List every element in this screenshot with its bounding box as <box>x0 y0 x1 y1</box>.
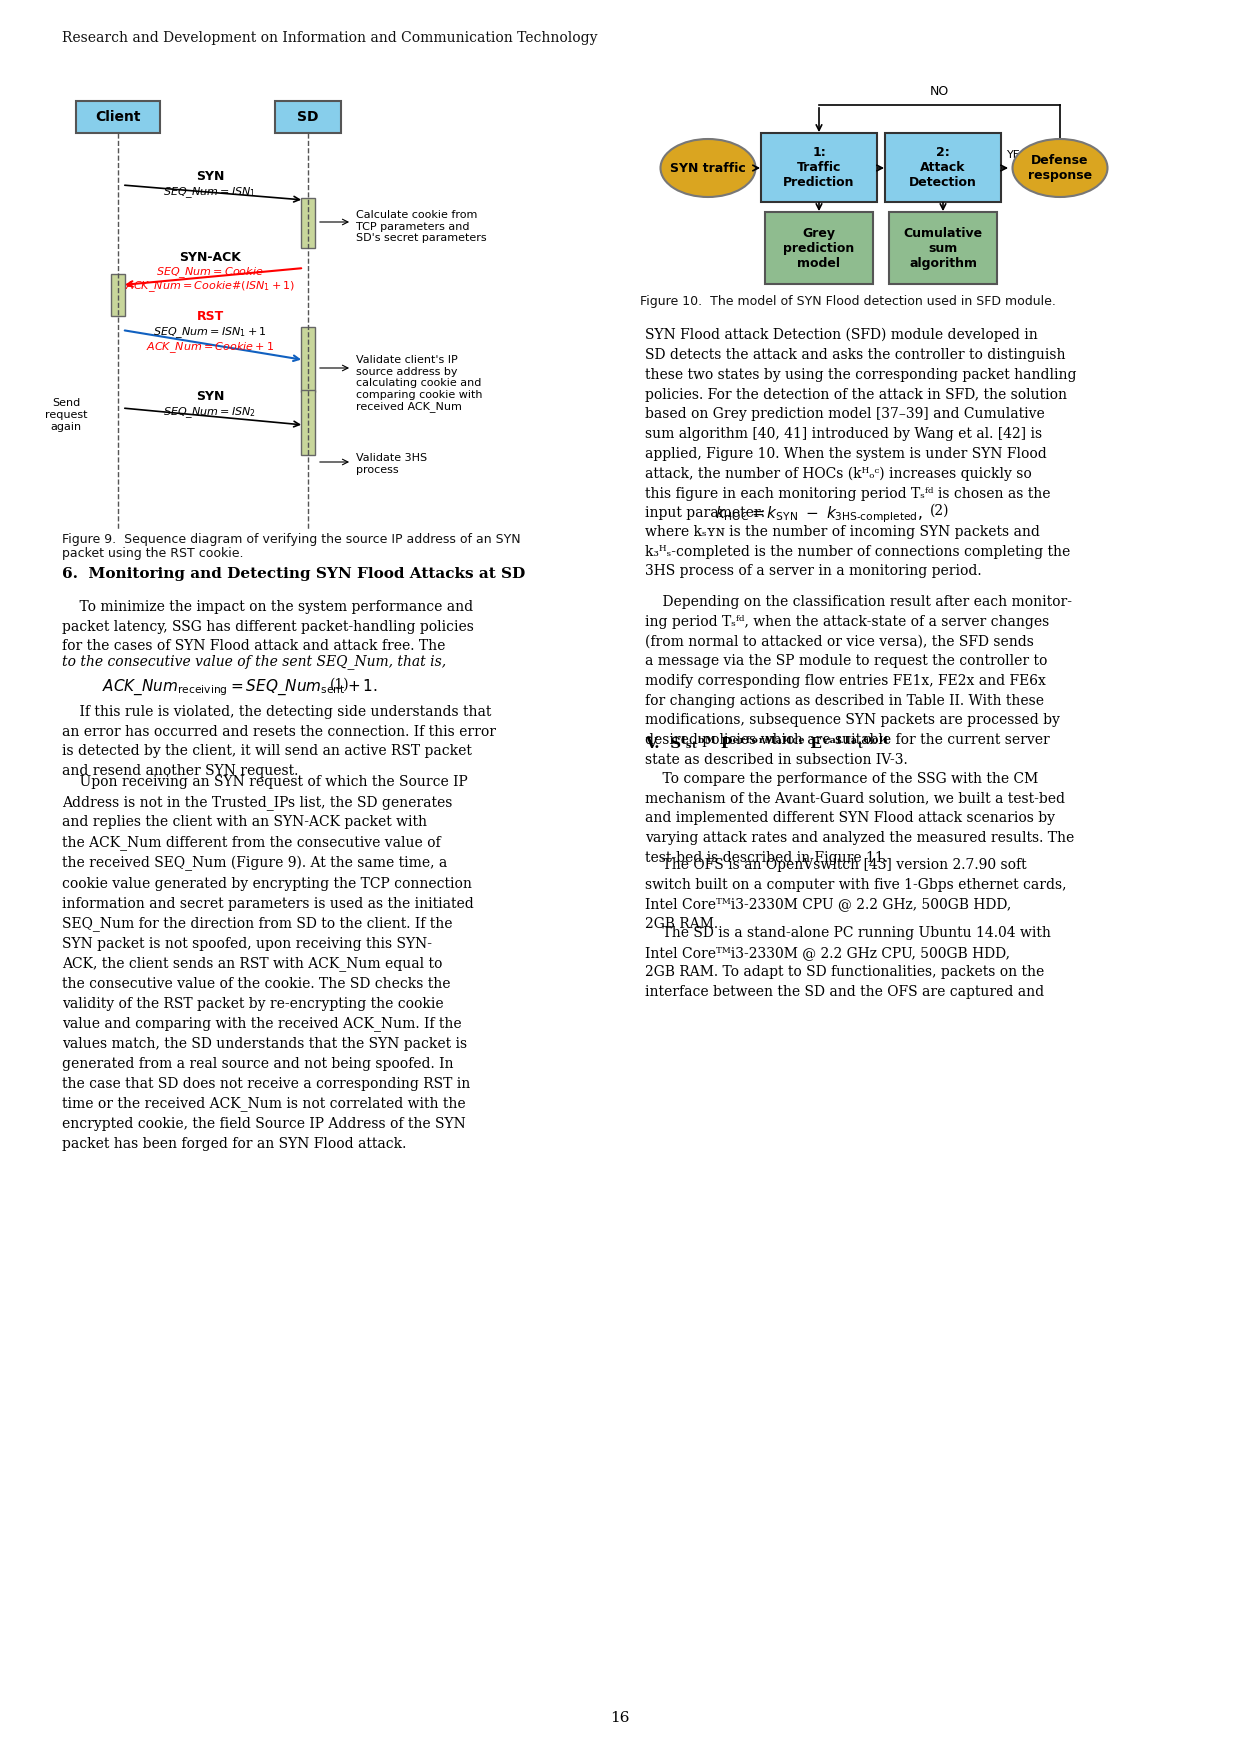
Text: The OFS is an OpenVswitch [43] version 2.7.90 soft
switch built on a computer wi: The OFS is an OpenVswitch [43] version 2… <box>645 857 1066 931</box>
Text: $ACK\_Num = Cookie \# (ISN_1 + 1)$: $ACK\_Num = Cookie \# (ISN_1 + 1)$ <box>125 279 295 295</box>
Text: The SD is a stand-alone PC running Ubuntu 14.04 with
Intel Coreᵀᴹi3-2330M @ 2.2 : The SD is a stand-alone PC running Ubunt… <box>645 926 1050 999</box>
Text: Cumulative
sum
algorithm: Cumulative sum algorithm <box>904 226 982 270</box>
FancyBboxPatch shape <box>275 102 341 133</box>
Text: To compare the performance of the SSG with the CM
mechanism of the Avant-Guard s: To compare the performance of the SSG wi… <box>645 771 1074 864</box>
Text: Client: Client <box>95 110 141 124</box>
Text: Grey
prediction
model: Grey prediction model <box>784 226 854 270</box>
Text: If this rule is violated, the detecting side understands that
an error has occur: If this rule is violated, the detecting … <box>62 705 496 778</box>
Text: $SEQ\_Num = Cookie$: $SEQ\_Num = Cookie$ <box>156 265 264 280</box>
Text: (1): (1) <box>330 678 350 692</box>
FancyBboxPatch shape <box>889 212 997 284</box>
Text: V.  Sᴵₛₜᵇᴹ Pᵉʳᶠᵒʳᴹᵃᴻᶜᵉ Eᵛᵃᴸᵁᵃₜᴼᵒᴻ: V. Sᴵₛₜᵇᴹ Pᵉʳᶠᵒʳᴹᵃᴻᶜᵉ Eᵛᵃᴸᵁᵃₜᴼᵒᴻ <box>645 736 888 750</box>
FancyBboxPatch shape <box>112 273 125 316</box>
FancyBboxPatch shape <box>301 389 315 456</box>
Text: Research and Development on Information and Communication Technology: Research and Development on Information … <box>62 32 598 46</box>
FancyBboxPatch shape <box>765 212 873 284</box>
Text: $ACK\_Num = Cookie + 1$: $ACK\_Num = Cookie + 1$ <box>146 340 274 354</box>
Text: $k_{\mathrm{HOC}} = k_{\mathrm{SYN}}\ -\ k_{\mathrm{3HS\text{-}completed}},$: $k_{\mathrm{HOC}} = k_{\mathrm{SYN}}\ -\… <box>715 505 923 524</box>
Text: Send
request
again: Send request again <box>45 398 87 431</box>
Text: $SEQ\_Num = ISN_1 + 1$: $SEQ\_Num = ISN_1 + 1$ <box>153 324 267 340</box>
Text: (2): (2) <box>930 505 950 517</box>
Text: SYN Flood attack Detection (SFD) module developed in
SD detects the attack and a: SYN Flood attack Detection (SFD) module … <box>645 328 1076 521</box>
Text: Figure 9.  Sequence diagram of verifying the source IP address of an SYN: Figure 9. Sequence diagram of verifying … <box>62 533 521 545</box>
Text: 2:
Attack
Detection: 2: Attack Detection <box>909 145 977 189</box>
Text: SD: SD <box>298 110 319 124</box>
Ellipse shape <box>661 138 755 196</box>
Text: Figure 10.  The model of SYN Flood detection used in SFD module.: Figure 10. The model of SYN Flood detect… <box>640 295 1056 309</box>
Text: 6.  Monitoring and Detecting SYN Flood Attacks at SD: 6. Monitoring and Detecting SYN Flood At… <box>62 566 526 580</box>
FancyBboxPatch shape <box>761 133 877 202</box>
Text: where kₛʏɴ is the number of incoming SYN packets and
k₃ᴴₛ-completed is the numbe: where kₛʏɴ is the number of incoming SYN… <box>645 524 1070 578</box>
Text: Upon receiving an SYN request of which the Source IP
Address is not in the Trust: Upon receiving an SYN request of which t… <box>62 775 474 1150</box>
FancyBboxPatch shape <box>301 198 315 247</box>
Text: $ACK\_Num_{\mathrm{receiving}} = SEQ\_Num_{\mathrm{sent}} + 1.$: $ACK\_Num_{\mathrm{receiving}} = SEQ\_Nu… <box>102 678 378 698</box>
Text: $SEQ\_Num = ISN_2$: $SEQ\_Num = ISN_2$ <box>164 405 257 421</box>
FancyBboxPatch shape <box>301 328 315 393</box>
FancyBboxPatch shape <box>885 133 1001 202</box>
Text: to the consecutive value of the sent SEQ_Num, that is,: to the consecutive value of the sent SEQ… <box>62 654 446 670</box>
Text: Depending on the classification result after each monitor-
ing period Tₛᶠᵈ, when: Depending on the classification result a… <box>645 594 1073 766</box>
Text: NO: NO <box>930 84 949 98</box>
Text: 16: 16 <box>610 1711 630 1725</box>
Text: SYN-ACK: SYN-ACK <box>179 251 241 265</box>
Text: Validate client's IP
source address by
calculating cookie and
comparing cookie w: Validate client's IP source address by c… <box>356 356 482 412</box>
Text: Defense
response: Defense response <box>1028 154 1092 182</box>
Text: Validate 3HS
process: Validate 3HS process <box>356 452 427 475</box>
Text: Calculate cookie from
TCP parameters and
SD's secret parameters: Calculate cookie from TCP parameters and… <box>356 210 486 244</box>
Text: 1:
Traffic
Prediction: 1: Traffic Prediction <box>784 145 854 189</box>
Text: To minimize the impact on the system performance and
packet latency, SSG has dif: To minimize the impact on the system per… <box>62 600 474 654</box>
Text: RST: RST <box>196 310 223 323</box>
Text: SYN: SYN <box>196 389 224 403</box>
FancyBboxPatch shape <box>76 102 160 133</box>
Ellipse shape <box>1013 138 1107 196</box>
Text: SYN: SYN <box>196 170 224 182</box>
Text: packet using the RST cookie.: packet using the RST cookie. <box>62 547 243 559</box>
Text: $SEQ\_Num = ISN_1$: $SEQ\_Num = ISN_1$ <box>164 186 257 200</box>
Text: YES: YES <box>1007 151 1028 160</box>
Text: SYN traffic: SYN traffic <box>670 161 746 175</box>
